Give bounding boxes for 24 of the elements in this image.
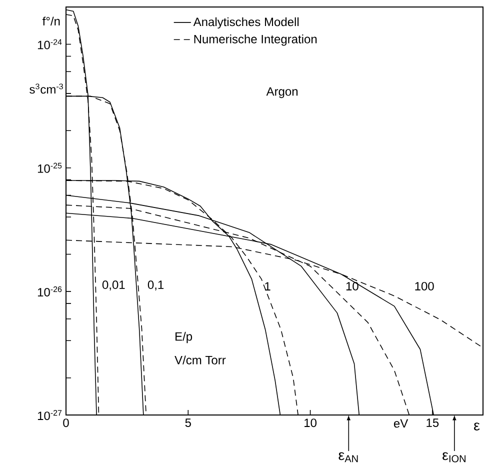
x-tick-label: 0 [63, 418, 69, 428]
annotation: E/p [176, 332, 192, 344]
annotation: 1 [265, 282, 270, 290]
legend-label: Numerische Integration [194, 34, 317, 46]
x-tick-label: 5 [185, 418, 191, 427]
x-tick-label: 10 [304, 418, 317, 428]
annotation: V/cm Torr [174, 356, 226, 364]
x-tick-label: 15 [426, 418, 439, 427]
y-tick-label: 10$^{-27}$ [38, 410, 62, 420]
legend-label: Analytisches Modell [193, 17, 299, 29]
x-axis-title: ε [474, 422, 480, 430]
annotation: 0,1 [148, 280, 164, 290]
y-tick-label: 10$^{-25}$ [38, 162, 62, 173]
y-tick-label: 10$^{-24}$ [38, 39, 62, 50]
text: s$^{3}$cm$^{-3}$ [30, 84, 63, 94]
annotation: Argon [266, 87, 298, 98]
annotation: 100 [415, 282, 434, 290]
ref-line-label: ε$_{ION}$ [442, 452, 466, 462]
y-tick-label: 10$^{-26}$ [38, 286, 62, 296]
annotation: 0,01 [102, 280, 125, 290]
ref-line-label: ε$_{AN}$ [338, 452, 358, 462]
text: eV [394, 419, 408, 428]
y-axis-title: f°/n [42, 16, 60, 26]
annotation: 10 [346, 282, 358, 290]
